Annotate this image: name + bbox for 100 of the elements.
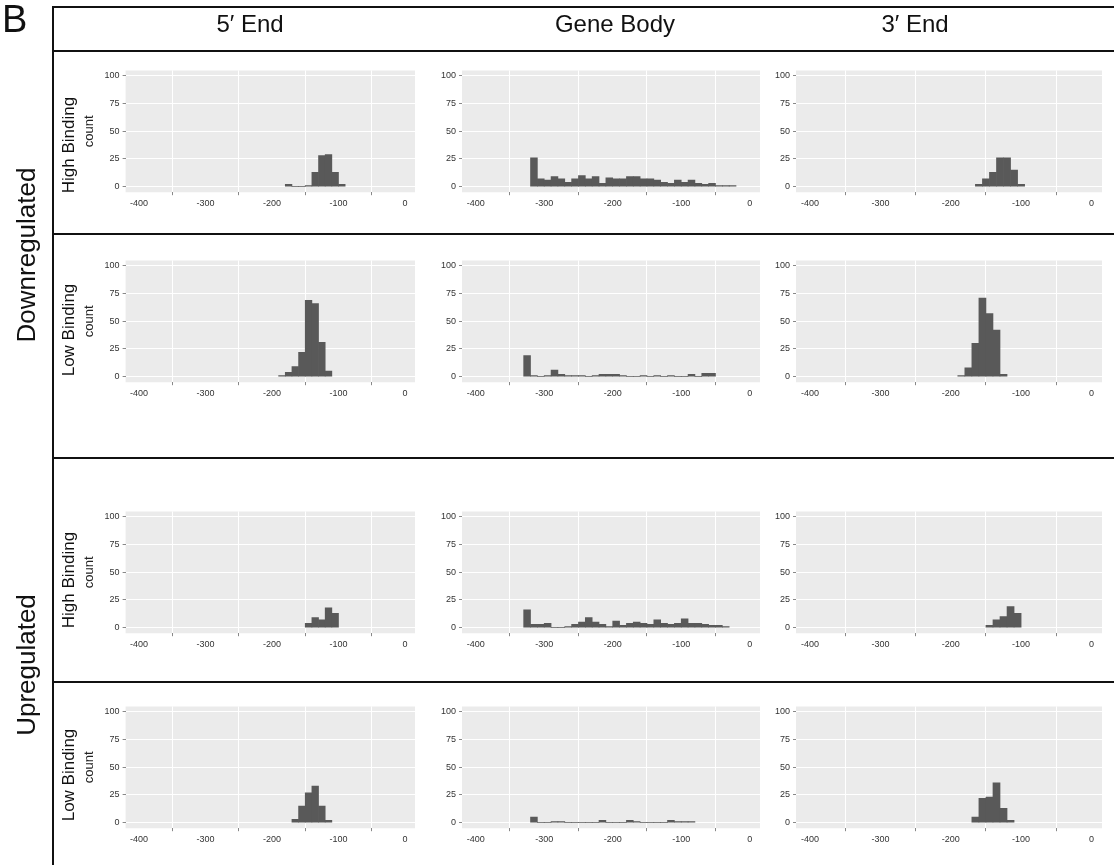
- x-tick-label: 0: [402, 834, 408, 845]
- x-tick-label: -100: [672, 639, 691, 650]
- y-tick-label: 75: [446, 288, 457, 299]
- x-tick-label: -100: [1012, 834, 1031, 845]
- x-tick-label: -400: [801, 198, 820, 209]
- x-tick-label: -100: [672, 198, 691, 209]
- x-tick-label: -300: [535, 198, 554, 209]
- x-tick-label: -400: [129, 834, 148, 845]
- x-tick-label: -200: [941, 834, 960, 845]
- x-tick-label: -100: [329, 639, 348, 650]
- y-tick-label: 75: [446, 539, 457, 550]
- y-tick-label: 0: [785, 371, 791, 382]
- y-tick-label: 25: [780, 789, 791, 800]
- x-tick-label: -200: [603, 198, 622, 209]
- x-tick-label: -300: [535, 388, 554, 399]
- y-tick-label: 50: [446, 761, 457, 772]
- y-tick-label: 50: [109, 125, 120, 136]
- y-tick-label: 50: [780, 761, 791, 772]
- text: Low Binding: [58, 283, 78, 377]
- y-tick-label: 50: [109, 315, 120, 326]
- y-tick-label: 25: [109, 153, 120, 164]
- text: 3′ End: [880, 10, 950, 37]
- y-tick-label: 0: [114, 181, 120, 192]
- y-tick-label: 0: [114, 371, 120, 382]
- y-tick-label: 0: [114, 622, 120, 633]
- x-tick-label: 0: [1088, 198, 1094, 209]
- y-tick-label: 75: [109, 98, 120, 109]
- y-tick-label: 25: [446, 153, 457, 164]
- y-tick-label: 75: [780, 98, 791, 109]
- x-tick-label: -200: [941, 639, 960, 650]
- y-tick-label: 50: [780, 315, 791, 326]
- x-tick-label: -200: [262, 639, 281, 650]
- y-tick-label: 25: [109, 594, 120, 605]
- y-tick-label: 25: [780, 594, 791, 605]
- y-tick-label: 100: [774, 511, 791, 522]
- y-tick-label: 100: [774, 706, 791, 717]
- y-tick-label: 100: [440, 511, 457, 522]
- x-tick-label: 0: [747, 388, 753, 399]
- text: B: [2, 0, 29, 40]
- y-axis-title: count: [81, 115, 97, 148]
- x-tick-label: 0: [402, 198, 408, 209]
- x-tick-label: -200: [603, 388, 622, 399]
- y-tick-label: 75: [446, 734, 457, 745]
- y-tick-label: 100: [104, 511, 120, 522]
- x-tick-label: -300: [535, 639, 554, 650]
- x-tick-label: -400: [466, 198, 485, 209]
- x-tick-label: 0: [747, 639, 753, 650]
- text: Upregulated: [11, 594, 41, 736]
- text: 5′ End: [215, 10, 285, 37]
- x-tick-label: -200: [941, 198, 960, 209]
- text: Downregulated: [11, 167, 41, 343]
- x-tick-label: -300: [871, 639, 890, 650]
- x-tick-label: -100: [1012, 388, 1031, 399]
- x-tick-label: -300: [535, 834, 554, 845]
- y-tick-label: 75: [109, 539, 120, 550]
- x-tick-label: -400: [129, 639, 148, 650]
- y-tick-label: 25: [109, 343, 120, 354]
- y-tick-label: 0: [785, 181, 791, 192]
- x-tick-label: -400: [801, 639, 820, 650]
- x-tick-label: -200: [603, 639, 622, 650]
- y-tick-label: 50: [780, 125, 791, 136]
- text: Gene Body: [553, 10, 677, 37]
- y-axis-title: count: [81, 305, 97, 338]
- y-tick-label: 25: [109, 789, 120, 800]
- x-tick-label: -100: [672, 834, 691, 845]
- x-tick-label: 0: [402, 639, 408, 650]
- y-tick-label: 50: [109, 761, 120, 772]
- y-tick-label: 0: [114, 817, 120, 828]
- x-tick-label: -100: [1012, 639, 1031, 650]
- x-tick-label: -400: [801, 388, 820, 399]
- x-tick-label: -100: [329, 388, 348, 399]
- x-tick-label: 0: [402, 388, 408, 399]
- y-tick-label: 25: [780, 153, 791, 164]
- y-tick-label: 75: [446, 98, 457, 109]
- y-tick-label: 0: [451, 181, 457, 192]
- y-tick-label: 75: [780, 288, 791, 299]
- y-tick-label: 0: [785, 622, 791, 633]
- x-tick-label: -400: [129, 388, 148, 399]
- y-tick-label: 50: [446, 566, 457, 577]
- y-tick-label: 100: [774, 260, 791, 271]
- x-tick-label: -100: [1012, 198, 1031, 209]
- y-tick-label: 0: [451, 622, 457, 633]
- x-tick-label: -200: [262, 834, 281, 845]
- x-tick-label: 0: [1088, 834, 1094, 845]
- x-tick-label: -400: [129, 198, 148, 209]
- x-tick-label: -400: [466, 639, 485, 650]
- x-tick-label: -100: [329, 198, 348, 209]
- y-tick-label: 100: [440, 706, 457, 717]
- y-tick-label: 50: [446, 125, 457, 136]
- y-tick-label: 0: [451, 371, 457, 382]
- x-tick-label: 0: [1088, 639, 1094, 650]
- y-tick-label: 100: [104, 260, 120, 271]
- y-axis-title: count: [81, 751, 97, 784]
- y-tick-label: 75: [780, 539, 791, 550]
- x-tick-label: -300: [196, 198, 215, 209]
- y-tick-label: 0: [451, 817, 457, 828]
- y-tick-label: 100: [774, 70, 791, 81]
- x-tick-label: -100: [329, 834, 348, 845]
- text: High Binding: [58, 531, 78, 629]
- y-tick-label: 100: [440, 260, 457, 271]
